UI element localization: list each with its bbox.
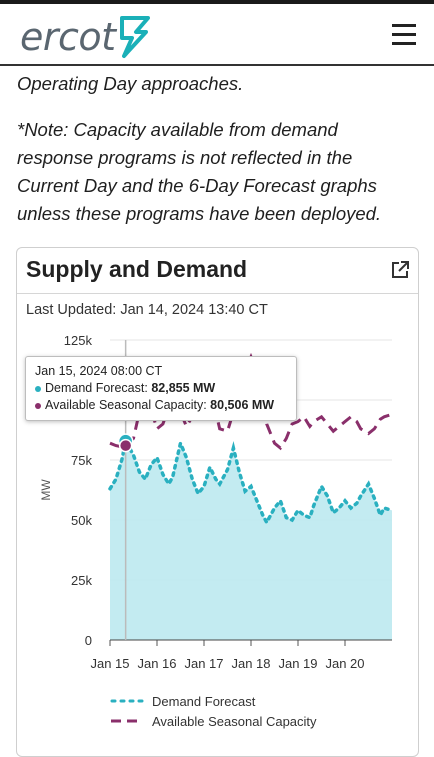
logo-text: ercot [20,15,116,59]
supply-demand-card: Supply and Demand Last Updated: Jan 14, … [16,247,419,757]
hamburger-menu-icon[interactable] [392,24,416,46]
top-border [0,0,434,4]
menu-bar [392,42,416,45]
card-divider [17,293,418,294]
logo-bolt-icon [119,16,150,58]
tooltip-capacity-value: 80,506 MW [210,398,275,412]
chart-tooltip: Jan 15, 2024 08:00 CT Demand Forecast: 8… [25,356,297,421]
tooltip-demand-label: Demand Forecast: [45,381,148,395]
tooltip-date: Jan 15, 2024 08:00 CT [35,364,163,378]
legend-item-demand[interactable]: Demand Forecast [110,691,317,711]
tooltip-demand-row: Demand Forecast: 82,855 MW [35,380,287,397]
legend-capacity-label: Available Seasonal Capacity [152,713,317,729]
external-link-icon[interactable] [391,261,409,279]
tooltip-demand-value: 82,855 MW [151,381,216,395]
capacity-dot-icon [35,402,41,409]
legend-demand-label: Demand Forecast [152,693,256,709]
tooltip-capacity-row: Available Seasonal Capacity: 80,506 MW [35,397,287,414]
demand-dot-icon [35,385,41,392]
legend-demand-swatch [110,699,144,703]
chart-legend: Demand Forecast Available Seasonal Capac… [110,691,317,731]
menu-bar [392,33,416,36]
legend-capacity-swatch [111,719,143,723]
legend-item-capacity[interactable]: Available Seasonal Capacity [110,711,317,731]
note-paragraph: *Note: Capacity available from demand re… [17,119,382,224]
site-header: ercot [0,4,434,66]
card-title: Supply and Demand [26,256,248,282]
ercot-logo[interactable]: ercot [20,14,152,60]
last-updated: Last Updated: Jan 14, 2024 13:40 CT [26,302,268,318]
menu-bar [392,24,416,27]
intro-paragraph: Operating Day approaches. [17,73,244,94]
tooltip-capacity-label: Available Seasonal Capacity: [45,398,207,412]
